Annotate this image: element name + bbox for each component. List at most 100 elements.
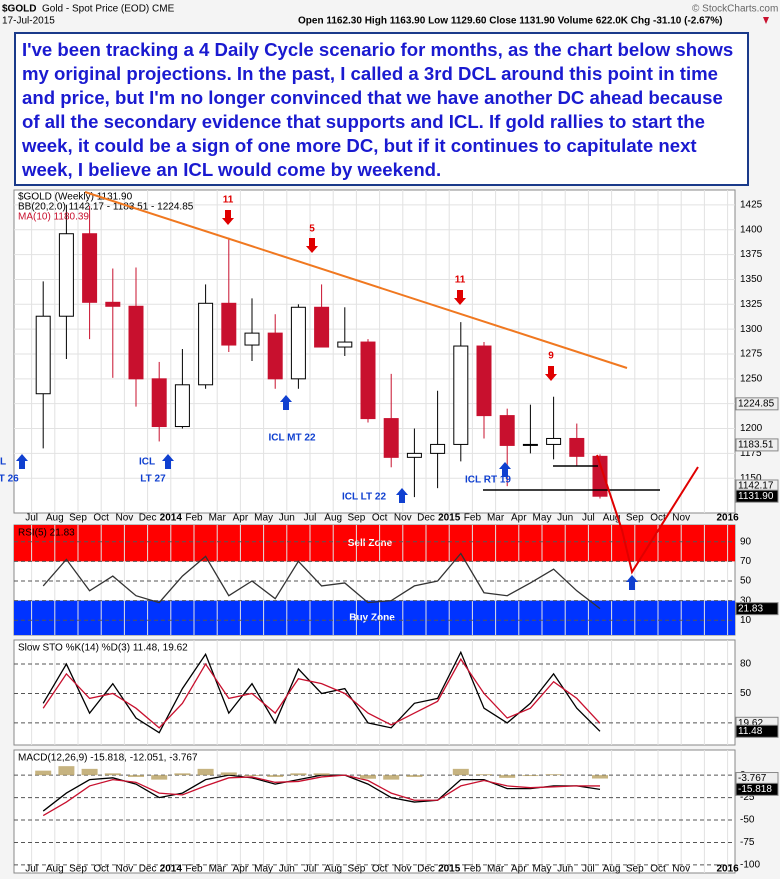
note: I've been tracking a 4 Daily Cycle scena… (14, 32, 749, 186)
candle-body (522, 443, 538, 446)
value-tag: 1131.90 (738, 491, 774, 502)
candle-body (499, 415, 515, 446)
annotation: L (0, 457, 6, 468)
x-tick-label: Feb (464, 513, 482, 524)
candle-body (82, 233, 98, 303)
candle-body (267, 332, 283, 380)
y-tick-label: 70 (740, 556, 752, 567)
legend-entry: BB(20,2.0) 1142.17 - 1183.51 - 1224.85 (18, 202, 194, 213)
candle-body (453, 345, 469, 445)
panel (13, 639, 736, 746)
x-tick-label: Feb (464, 864, 482, 875)
x-tick-label: Aug (324, 513, 342, 524)
x-tick-label: Oct (372, 513, 388, 524)
blue-arrow (626, 575, 638, 590)
y-tick-label: 90 (740, 536, 752, 547)
candle-body (151, 378, 167, 428)
panel-title: RSI(5) 21.83 (18, 528, 75, 539)
histogram-bar (522, 775, 539, 777)
trend-line (84, 191, 628, 369)
sell-zone (14, 525, 735, 562)
histogram-bar (313, 773, 330, 776)
candle-body (244, 332, 260, 346)
histogram-bar (197, 768, 214, 776)
candle-body (174, 384, 190, 428)
series-line (42, 650, 601, 734)
x-tick-label: Sep (348, 513, 366, 524)
x-tick-label: Nov (116, 864, 134, 875)
value-tag: 1183.51 (738, 440, 774, 451)
date: 17-Jul-2015 (2, 16, 55, 27)
x-tick-label: Aug (603, 864, 621, 875)
panel-title: MACD(12,26,9) -15.818, -12.051, -3.767 (18, 753, 198, 764)
y-tick-label: -25 (740, 792, 755, 803)
candle-body (35, 315, 51, 395)
x-tick-label: Oct (93, 864, 109, 875)
x-tick-label: Sep (626, 513, 644, 524)
candle-body (476, 345, 492, 417)
x-tick-label: Apr (511, 513, 527, 524)
annotation: LT 27 (140, 474, 166, 485)
x-tick-label: May (533, 864, 552, 875)
x-tick-label: Dec (417, 513, 435, 524)
y-tick-label: 10 (740, 615, 752, 626)
annotation: 11 (223, 195, 234, 206)
y-tick-label: 1275 (740, 349, 763, 360)
x-tick-label: May (254, 864, 273, 875)
x-tick-label: Aug (46, 864, 64, 875)
x-tick-label: Dec (139, 864, 157, 875)
y-tick-label: 1175 (740, 448, 762, 459)
y-tick-label: 1325 (740, 299, 763, 310)
x-tick-label: Oct (650, 513, 666, 524)
annotation: ICL MT 22 (268, 433, 315, 444)
panel-title: Slow STO %K(14) %D(3) 11.48, 19.62 (18, 643, 188, 654)
candle-body (198, 302, 214, 386)
instrument-name: Gold - Spot Price (EOD) CME (42, 4, 175, 15)
histogram-bar (58, 766, 75, 776)
value-tag-box (735, 489, 779, 503)
candle-body (58, 233, 74, 317)
y-tick-label: 1400 (740, 224, 763, 235)
x-tick-label: 2015 (438, 513, 461, 524)
annotation: ICL RT 19 (465, 475, 511, 486)
x-tick-label: Jul (582, 513, 595, 524)
x-tick-label: Jul (25, 864, 38, 875)
x-tick-label: Mar (487, 513, 505, 524)
histogram-bar (545, 774, 562, 776)
x-tick-label: Jul (582, 864, 595, 875)
candle-body (406, 452, 422, 458)
value-tag: 11.48 (738, 726, 763, 737)
x-tick-label: 2016 (716, 513, 739, 524)
x-tick-label: Nov (672, 864, 690, 875)
blue-arrow (280, 395, 292, 410)
value-tag-box (735, 782, 779, 796)
red-arrow (454, 290, 466, 305)
x-tick-label: Oct (372, 864, 388, 875)
buy-zone (14, 600, 735, 635)
x-tick-label: Mar (209, 864, 227, 875)
zone-label: Sell Zone (348, 538, 393, 549)
candle-body (337, 341, 353, 348)
x-tick-label: Oct (93, 513, 109, 524)
x-tick-label: May (533, 513, 552, 524)
x-tick-label: Oct (650, 864, 666, 875)
histogram-bar (267, 775, 284, 777)
x-tick-label: Feb (185, 864, 203, 875)
y-tick-label: 1150 (740, 473, 762, 484)
x-tick-label: May (254, 513, 273, 524)
legend-entry: MA(10) 1180.39 (18, 212, 89, 223)
value-tag: 1142.17 (738, 481, 774, 492)
candle-body (128, 305, 144, 380)
histogram-bar (592, 775, 608, 779)
x-tick-label: Jun (557, 864, 573, 875)
x-tick-label: Nov (394, 513, 412, 524)
x-tick-label: 2014 (160, 513, 183, 524)
blue-arrow (396, 488, 408, 503)
symbol: $GOLD (2, 4, 36, 15)
x-tick-label: Nov (672, 513, 690, 524)
red-arrow (545, 366, 557, 381)
x-tick-label: Dec (417, 864, 435, 875)
histogram-bar (452, 768, 469, 776)
y-tick-label: 30 (740, 595, 752, 606)
x-tick-label: Nov (116, 513, 134, 524)
